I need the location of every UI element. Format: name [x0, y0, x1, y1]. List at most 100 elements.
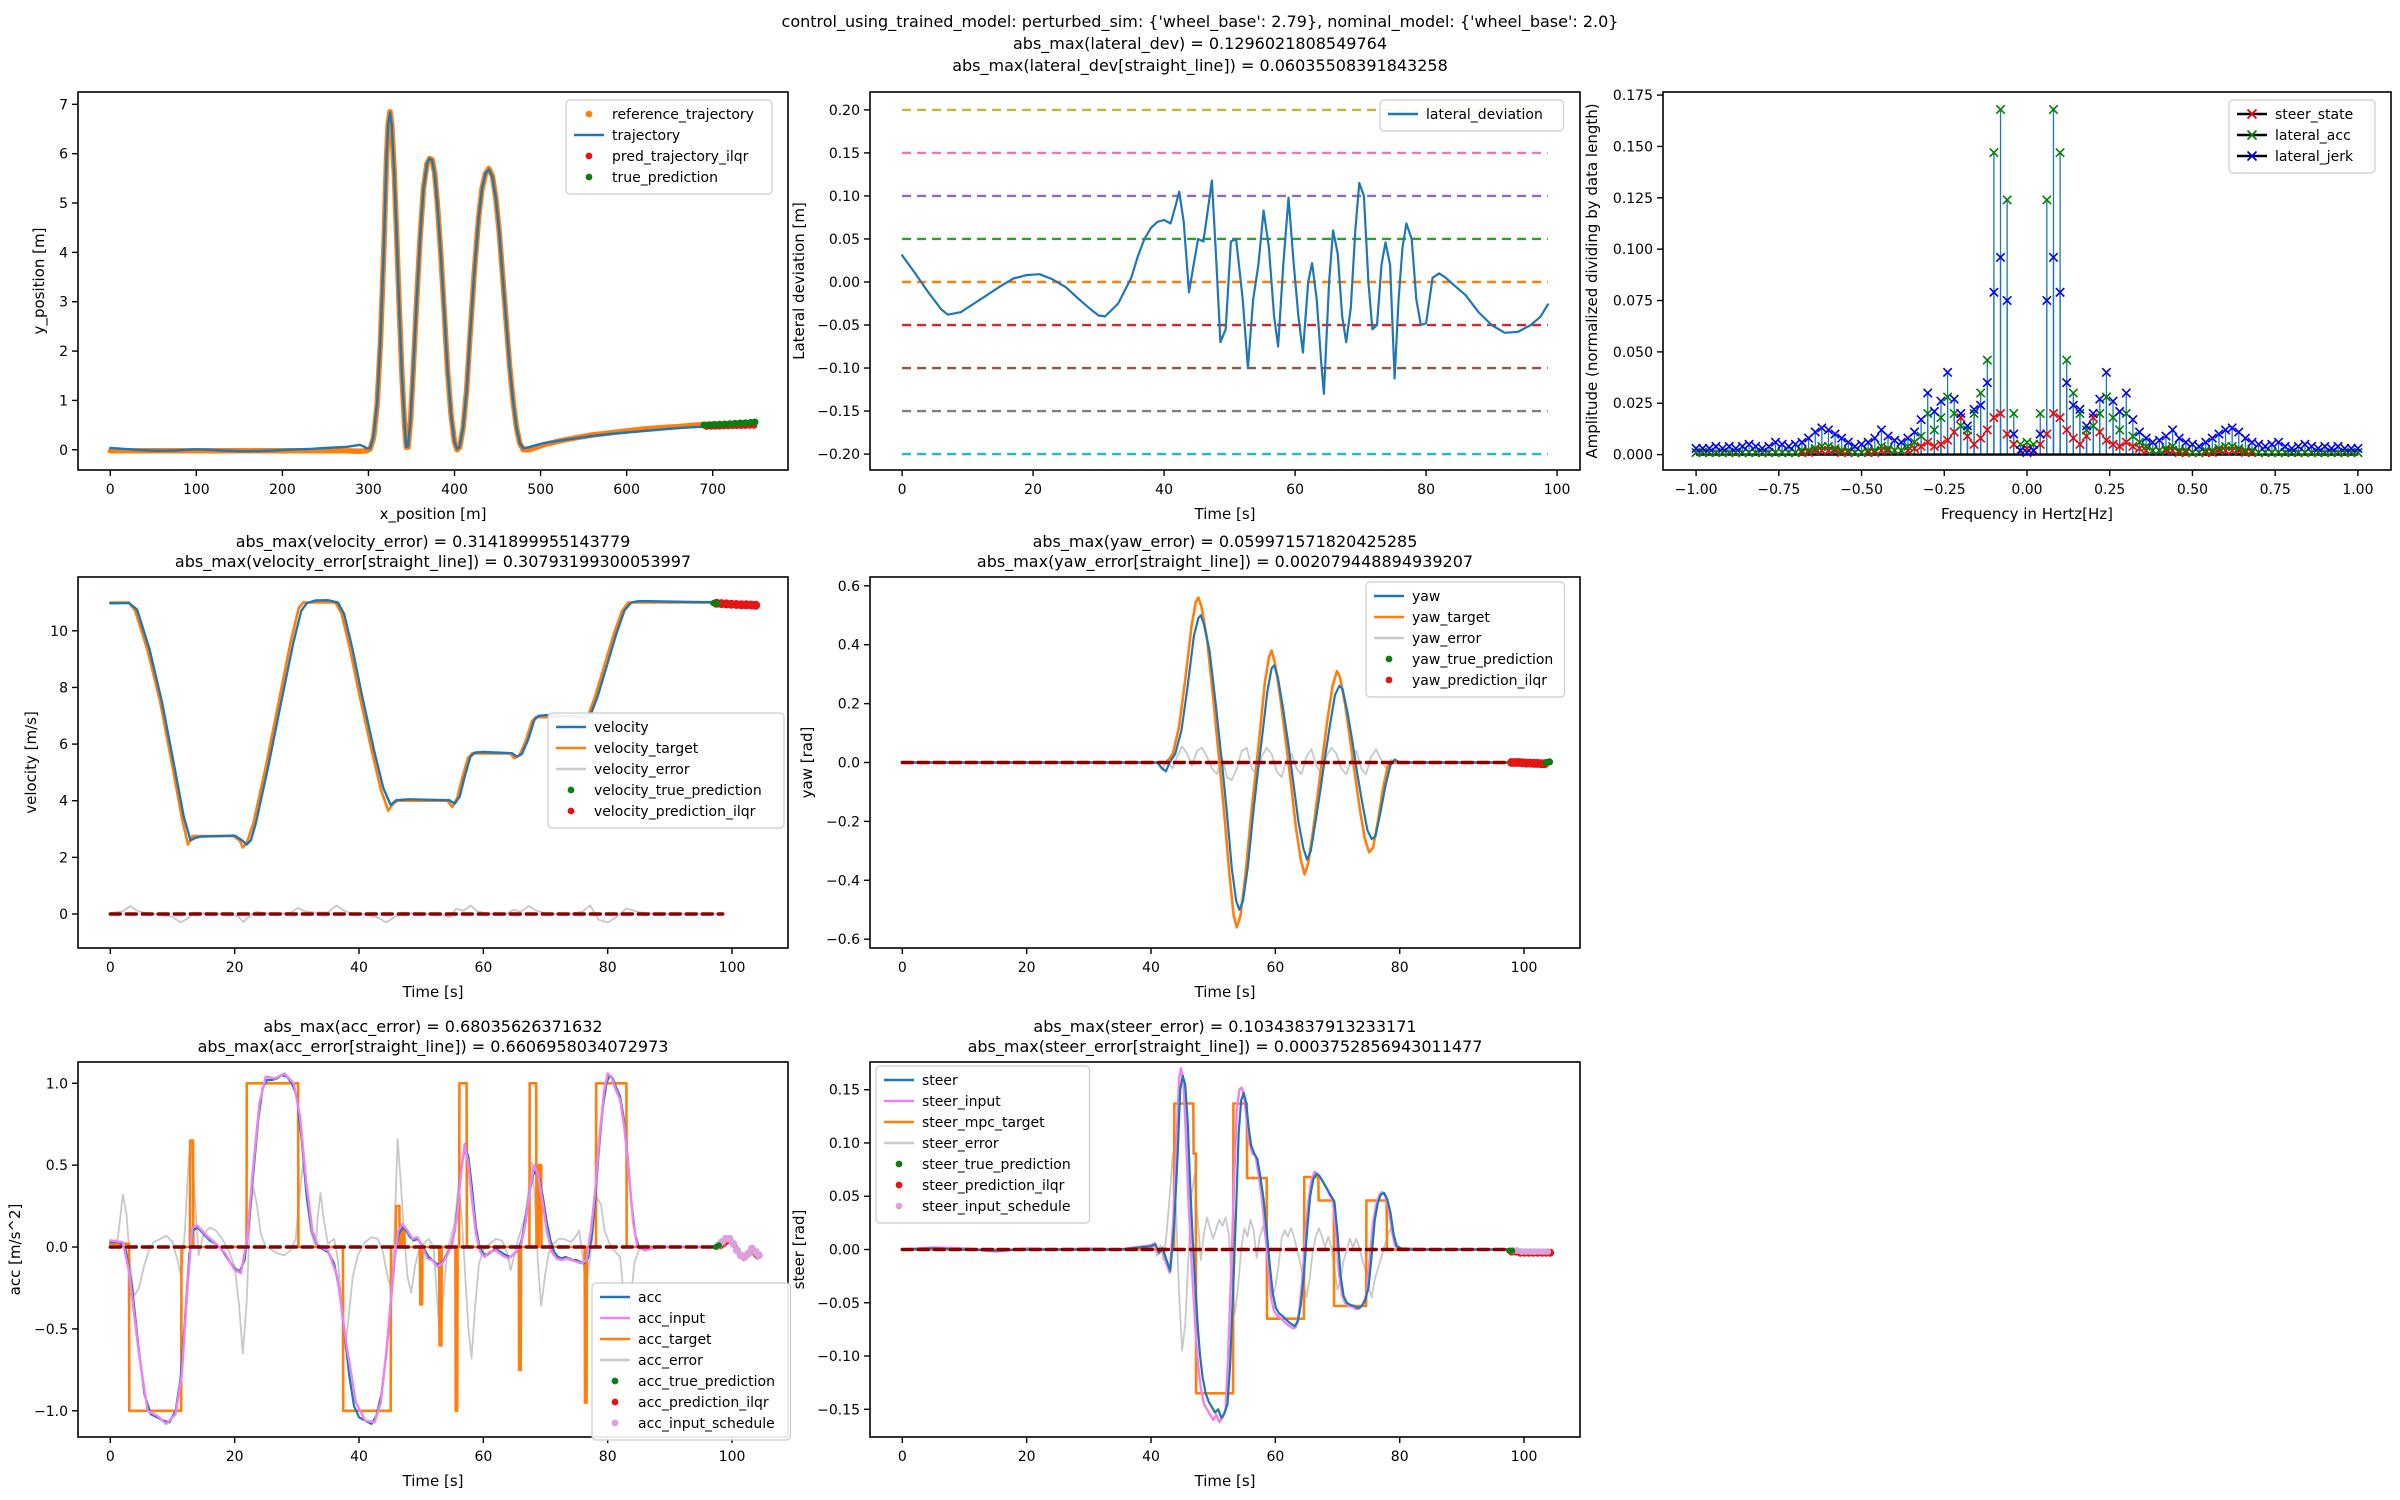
x-marker	[2061, 425, 2072, 435]
x-marker	[2187, 439, 2198, 450]
x-tick-label: −0.50	[1840, 482, 1883, 498]
x-tick-label: 40	[1142, 960, 1160, 976]
x-tick-label: 100	[719, 960, 746, 976]
legend-sample-dot	[611, 1398, 619, 1406]
figure-title-line2: abs_max(lateral_dev) = 0.129602180854976…	[1012, 34, 1388, 53]
x-marker	[2022, 437, 2032, 448]
x-marker	[2260, 441, 2271, 452]
x-marker	[1777, 439, 1787, 450]
x-marker	[2061, 377, 2072, 388]
y-tick-label: 0.150	[1613, 139, 1653, 155]
legend-label: acc_error	[638, 1353, 703, 1369]
x-marker	[1770, 437, 1781, 448]
x-marker	[1850, 441, 1860, 452]
x-marker	[1903, 433, 1913, 443]
x-marker	[2101, 435, 2112, 445]
x-marker	[2326, 443, 2337, 454]
x-marker	[2055, 412, 2065, 423]
x-marker	[2320, 441, 2330, 452]
x-marker	[2088, 408, 2098, 419]
x-tick-label: 0	[106, 482, 115, 498]
point	[710, 421, 719, 429]
x-marker	[1942, 435, 1953, 445]
x-marker	[2048, 104, 2059, 115]
y-tick-label: −0.15	[817, 404, 860, 420]
legend-label: steer_mpc_target	[922, 1115, 1045, 1131]
x-marker	[2353, 443, 2363, 454]
x-marker	[1863, 437, 1873, 448]
x-marker	[2300, 439, 2310, 450]
legend-label: lateral_jerk	[2275, 149, 2354, 165]
x-marker	[2108, 396, 2118, 406]
x-marker	[2154, 435, 2165, 445]
x-marker	[1909, 437, 1920, 448]
x-marker	[2035, 408, 2046, 419]
legend-box	[875, 1065, 1091, 1224]
x-marker	[2273, 437, 2284, 448]
y-axis-label: steer [rad]	[790, 1210, 808, 1290]
x-axis-label: Time [s]	[1194, 1472, 1256, 1490]
x-tick-label: 20	[226, 960, 244, 976]
x-marker	[2114, 441, 2125, 452]
point	[721, 420, 729, 428]
series-yaw_prediction_ilqr	[1507, 758, 1550, 769]
x-tick-label: 60	[474, 1449, 492, 1465]
x-marker	[1843, 437, 1854, 448]
x-marker	[1876, 425, 1887, 435]
x-marker	[2088, 412, 2098, 423]
x-marker	[2207, 445, 2218, 456]
x-marker	[2048, 408, 2059, 419]
x-marker	[1916, 441, 1926, 452]
x-tick-label: 600	[613, 482, 640, 498]
x-tick-label: −0.25	[1923, 482, 1966, 498]
subplot-title: abs_max(steer_error) = 0.103438379132331…	[1033, 1017, 1416, 1037]
x-marker	[1936, 439, 1946, 450]
y-tick-label: 7	[59, 97, 68, 113]
y-tick-label: 1	[59, 393, 68, 409]
x-tick-label: 20	[1024, 482, 1042, 498]
x-marker	[1982, 355, 1993, 365]
y-tick-label: −0.10	[817, 361, 860, 377]
subplot-trajectory: 0 100 200 300 400 500 600 700 0 1 2 3 4 5 6 7 x_position…	[30, 91, 789, 524]
x-marker	[1889, 445, 1900, 456]
x-marker	[2240, 433, 2251, 443]
subplot-title: abs_max(velocity_error[straight_line]) =…	[175, 552, 691, 572]
legend-label: yaw_true_prediction	[1412, 652, 1553, 668]
y-tick-label: 2	[59, 850, 68, 866]
x-marker	[1830, 443, 1840, 454]
x-marker	[1969, 439, 1979, 450]
x-marker	[1691, 443, 1701, 454]
y-tick-label: −0.15	[817, 1402, 860, 1418]
x-tick-label: 60	[474, 960, 492, 976]
x-marker	[1764, 441, 1774, 452]
x-marker	[2313, 443, 2323, 454]
x-marker	[1942, 392, 1953, 402]
subplot-velocity: 0 20 40 60 80 100 0 2 4 6 8 10 abs_max(velocity_erro…	[22, 532, 789, 1001]
legend: reference_trajectory trajectory pred_traje…	[565, 99, 773, 195]
x-marker	[1995, 408, 2006, 419]
x-marker	[2286, 443, 2297, 454]
x-marker	[1830, 429, 1840, 439]
y-tick-label: 0.15	[829, 146, 860, 162]
x-marker	[2081, 425, 2092, 435]
subplot-title: abs_max(acc_error) = 0.68035626371632	[263, 1017, 602, 1037]
subplot-title: abs_max(steer_error[straight_line]) = 0.…	[968, 1037, 1483, 1057]
x-marker	[2161, 443, 2171, 454]
point	[1509, 1247, 1516, 1254]
x-marker	[2227, 423, 2237, 433]
x-marker	[1823, 425, 1834, 435]
legend-sample-dot	[585, 110, 593, 118]
x-tick-label: 80	[599, 960, 617, 976]
y-tick-label: 10	[50, 624, 68, 640]
x-marker	[2141, 433, 2151, 443]
x-marker	[2042, 295, 2052, 306]
series-acc_true_prediction	[712, 1242, 722, 1250]
x-marker	[1956, 408, 1966, 419]
x-marker	[2008, 429, 2019, 439]
y-tick-label: 0.175	[1613, 88, 1653, 104]
y-tick-label: −0.05	[817, 318, 860, 334]
x-marker	[2055, 287, 2065, 298]
y-tick-label: 2	[59, 344, 68, 360]
x-tick-label: 100	[1511, 960, 1538, 976]
